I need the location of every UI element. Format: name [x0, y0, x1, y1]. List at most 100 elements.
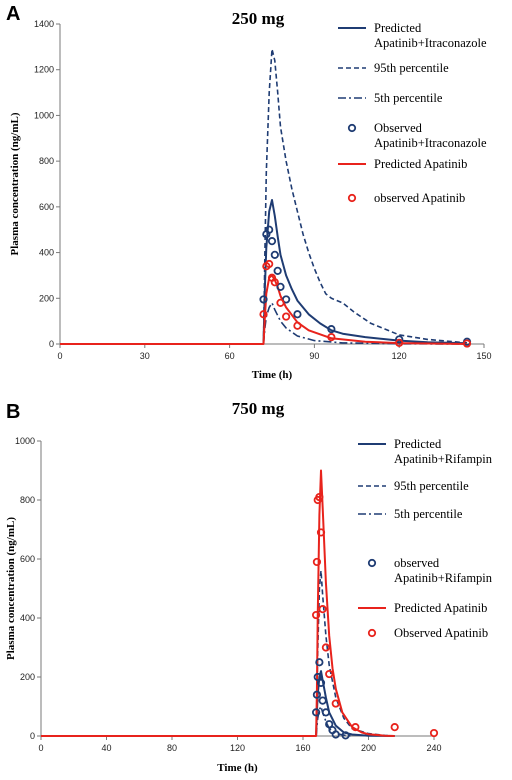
data-point: [276, 282, 285, 291]
legend-label: observed Apatinib: [374, 191, 465, 205]
x-tick-label: 90: [309, 351, 319, 361]
data-point: [316, 528, 326, 537]
x-tick-label: 240: [426, 743, 441, 753]
legend-label: 5th percentile: [374, 91, 443, 105]
legend: Predicted Apatinib+Rifampin 95th percentil…: [358, 437, 493, 640]
x-tick-label: 120: [230, 743, 245, 753]
data-point: [316, 678, 326, 688]
x-tick-label: 200: [361, 743, 376, 753]
x-axis-label: Time (h): [217, 762, 258, 774]
legend-item: 5th percentile: [358, 507, 463, 521]
series-3: [311, 658, 350, 740]
legend-marker: [347, 193, 357, 203]
data-point: [293, 310, 302, 319]
x-tick-label: 40: [101, 743, 111, 753]
data-point: [325, 669, 334, 679]
data-point: [327, 325, 336, 334]
data-point: [313, 672, 322, 682]
legend: Predicted Apatinib+Itraconazole 95th perce…: [338, 21, 487, 205]
y-tick-label: 600: [39, 202, 54, 212]
legend-item: Observed Apatinib: [367, 626, 488, 640]
x-tick-label: 60: [225, 351, 235, 361]
chart-title: 250 mg: [232, 9, 285, 28]
y-tick-label: 1400: [34, 19, 54, 29]
y-tick-label: 800: [20, 495, 35, 505]
legend-label: Observed Apatinib+Itraconazole: [374, 121, 487, 150]
data-point: [276, 298, 285, 307]
data-point: [315, 658, 324, 667]
y-axis-label: Plasma concentration (ng/mL): [5, 517, 17, 660]
data-point: [351, 723, 360, 732]
x-tick-label: 80: [167, 743, 177, 753]
legend-label: 5th percentile: [394, 507, 463, 521]
series-line: [60, 274, 468, 345]
legend-item: observed Apatinib+Rifampin: [367, 556, 493, 585]
data-point: [318, 696, 327, 705]
series-1: [315, 569, 395, 737]
data-point: [259, 295, 268, 304]
series-3: [259, 225, 472, 346]
chart-title: 750 mg: [232, 399, 285, 418]
x-tick-label: 150: [476, 351, 491, 361]
data-point: [259, 310, 268, 319]
chart-panel-A: A 250 mg 0 200 400 600 800 1000 1200 1400 0 30 60 90 1…: [6, 3, 492, 381]
y-tick-label: 800: [39, 156, 54, 166]
data-point: [327, 333, 336, 342]
legend-item: Predicted Apatinib+Itraconazole: [338, 21, 487, 50]
x-tick-label: 160: [295, 743, 310, 753]
y-tick-label: 1000: [34, 110, 54, 120]
legend-item: Observed Apatinib+Itraconazole: [347, 121, 487, 150]
y-tick-label: 0: [30, 731, 35, 741]
data-point: [341, 731, 350, 740]
legend-item: Predicted Apatinib+Rifampin: [358, 437, 493, 466]
legend-label: Predicted Apatinib: [374, 157, 467, 171]
legend-label: Predicted Apatinib: [394, 601, 487, 615]
data-point: [267, 237, 277, 246]
series-4: [60, 274, 468, 345]
legend-marker: [347, 123, 357, 133]
data-point: [293, 321, 302, 330]
series-line: [262, 48, 468, 345]
legend-item: observed Apatinib: [347, 191, 465, 205]
data-point: [270, 250, 279, 259]
series-5: [259, 259, 472, 348]
data-point: [462, 339, 472, 348]
data-point: [331, 730, 340, 739]
chart-panel-B: B 750 mg 0 200 400 600 800 1000 0 40 80 120 160 200 24…: [5, 399, 493, 774]
data-point: [325, 720, 334, 729]
x-tick-label: 0: [57, 351, 62, 361]
y-tick-label: 600: [20, 554, 35, 564]
legend-item: 95th percentile: [358, 479, 469, 493]
data-point: [331, 699, 340, 708]
x-tick-label: 120: [392, 351, 407, 361]
legend-label: Predicted Apatinib+Rifampin: [394, 437, 493, 466]
data-point: [311, 708, 321, 717]
series-5: [311, 492, 439, 738]
data-point: [321, 708, 331, 717]
x-axis-label: Time (h): [252, 369, 293, 381]
legend-marker: [367, 558, 377, 568]
series-line: [315, 569, 395, 737]
data-point: [315, 492, 324, 502]
legend-label: 95th percentile: [374, 61, 449, 75]
y-tick-label: 400: [39, 248, 54, 258]
legend-item: Predicted Apatinib: [338, 157, 467, 171]
data-point: [321, 643, 331, 652]
legend-marker: [367, 628, 377, 638]
series-4: [41, 469, 395, 737]
data-point: [282, 312, 291, 321]
data-point: [265, 259, 274, 269]
y-tick-label: 1200: [34, 65, 54, 75]
legend-label: 95th percentile: [394, 479, 469, 493]
series-line: [262, 199, 468, 345]
y-tick-label: 400: [20, 613, 35, 623]
legend-label: Observed Apatinib: [394, 626, 488, 640]
legend-label: observed Apatinib+Rifampin: [394, 556, 493, 585]
data-point: [282, 295, 291, 304]
data-point: [395, 338, 404, 347]
legend-item: 95th percentile: [338, 61, 449, 75]
data-point: [429, 728, 439, 738]
y-tick-label: 200: [39, 293, 54, 303]
data-point: [395, 335, 404, 344]
